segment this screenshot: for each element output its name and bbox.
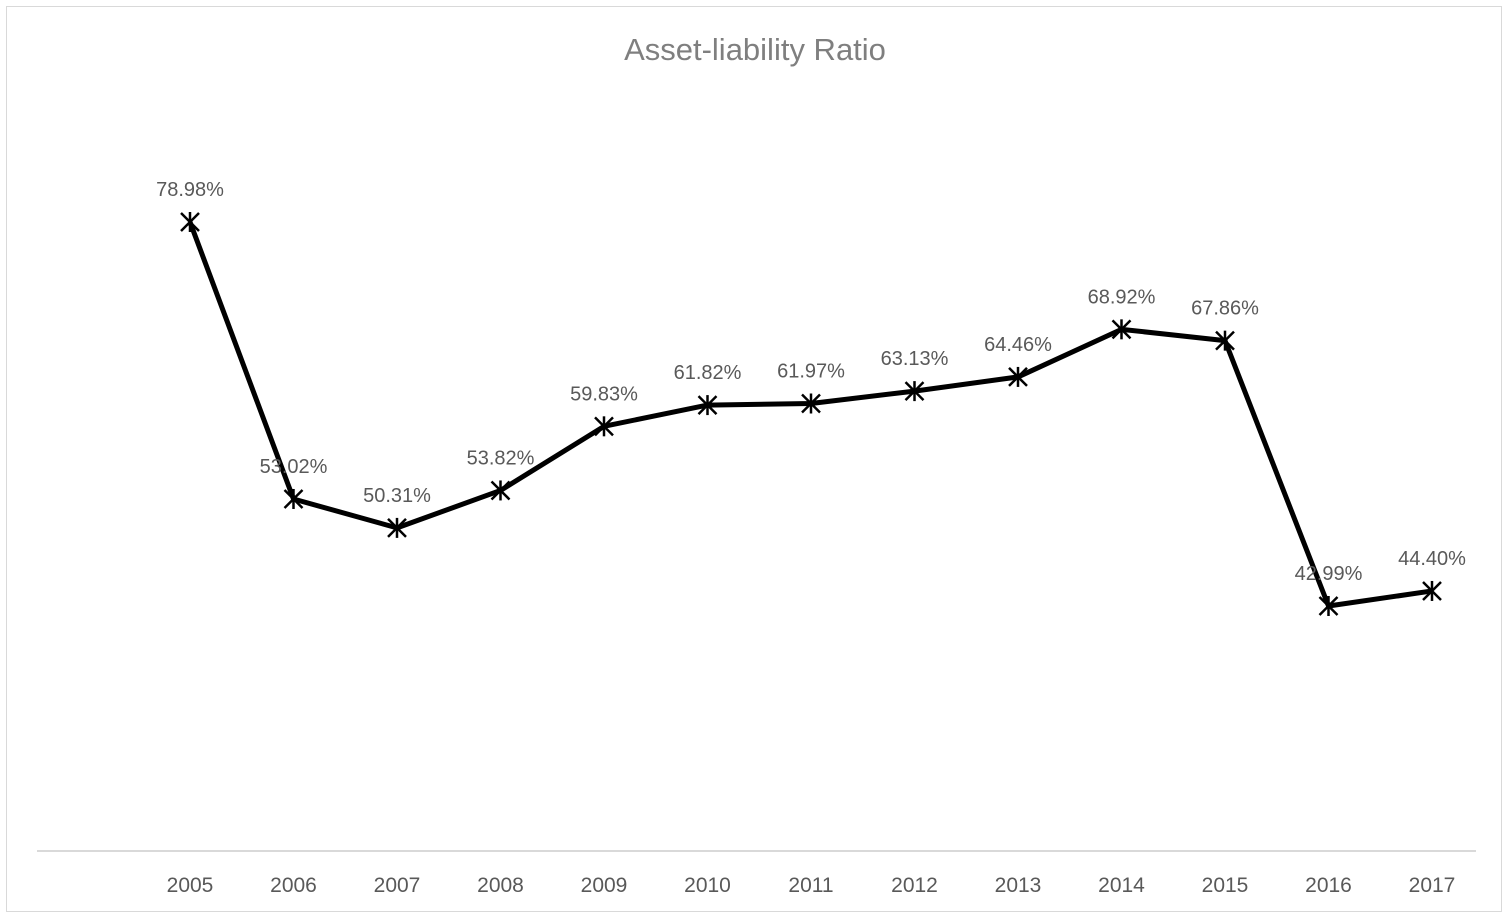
chart-frame: Asset-liability Ratio 78.98% 53.02% 50.31%… (6, 6, 1502, 912)
data-point-marker (801, 393, 821, 414)
chart-title: Asset-liability Ratio (624, 32, 886, 67)
x-tick-label: 2010 (684, 874, 731, 897)
data-label: 63.13% (881, 348, 949, 370)
data-label: 61.97% (777, 360, 845, 382)
data-label: 68.92% (1088, 286, 1156, 308)
data-point-marker (1422, 580, 1442, 601)
x-tick-label: 2007 (374, 874, 421, 897)
data-label: 42.99% (1295, 563, 1363, 585)
data-point-marker (1008, 366, 1028, 387)
data-point-marker (283, 488, 304, 509)
data-point-marker (904, 381, 925, 402)
x-tick-label: 2005 (167, 874, 214, 897)
x-tick-label: 2016 (1305, 874, 1352, 897)
marker-group (180, 212, 1442, 616)
x-tick-label: 2011 (788, 874, 833, 897)
data-label: 53.82% (467, 447, 535, 469)
data-point-marker (1111, 319, 1132, 340)
x-tick-label: 2017 (1409, 874, 1456, 897)
data-point-marker (594, 416, 614, 437)
data-label: 61.82% (674, 362, 742, 384)
x-tick-label: 2013 (995, 874, 1042, 897)
data-label: 78.98% (156, 179, 224, 201)
line-chart: Asset-liability Ratio 78.98% 53.02% 50.31%… (37, 32, 1476, 897)
data-label: 64.46% (984, 334, 1052, 356)
data-point-marker (490, 480, 511, 501)
data-label: 44.40% (1398, 548, 1466, 570)
x-tick-label: 2006 (270, 874, 317, 897)
x-tick-label: 2015 (1202, 874, 1249, 897)
data-label-group: 78.98% 53.02% 50.31% 53.82% 59.83% 61.82% 61.9… (156, 179, 1466, 585)
data-label: 59.83% (570, 383, 638, 405)
data-label: 53.02% (260, 456, 328, 478)
data-point-marker (697, 395, 718, 416)
data-point-marker (1318, 596, 1339, 616)
data-point-marker (1215, 330, 1235, 351)
x-tick-label: 2012 (891, 874, 938, 897)
series-group (187, 221, 1433, 609)
data-label: 50.31% (363, 485, 431, 507)
data-point-marker (387, 517, 407, 538)
x-tick-label: 2008 (477, 874, 524, 897)
x-tick-label: 2014 (1098, 874, 1145, 897)
data-label: 67.86% (1191, 298, 1259, 320)
x-tick-label: 2009 (581, 874, 628, 897)
data-point-marker (180, 212, 200, 232)
x-tick-group: 2005 2006 2007 2008 2009 2010 2011 2012 2013 2014… (167, 874, 1456, 897)
series-line (187, 221, 1433, 609)
